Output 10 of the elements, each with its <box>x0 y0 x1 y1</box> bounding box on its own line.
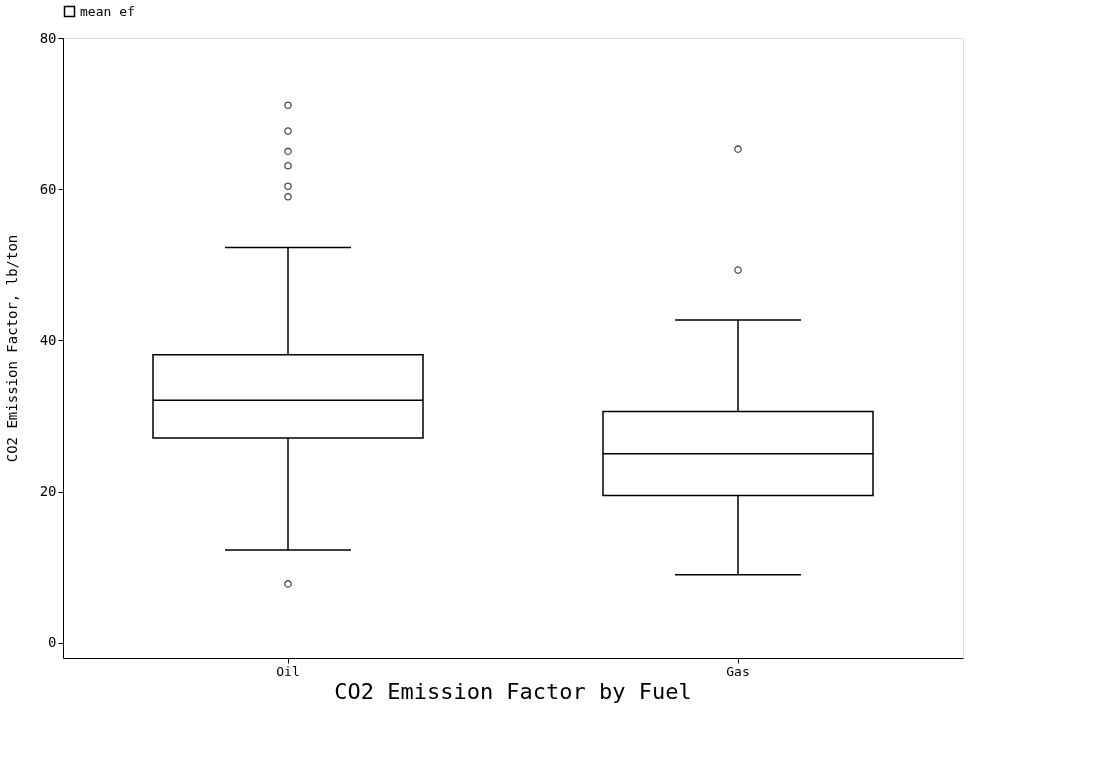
legend-label: mean ef <box>80 3 135 19</box>
x-tick-label: Oil <box>276 663 300 679</box>
y-tick-label: 20 <box>39 483 57 500</box>
y-axis-title: CO2 Emission Factor, lb/ton <box>3 234 20 463</box>
y-tick-label: 40 <box>39 331 57 348</box>
x-tick-label: Gas <box>726 663 750 679</box>
y-tick-label: 0 <box>48 634 57 651</box>
text: CO2 Emission Factor by Fuel <box>334 679 692 704</box>
y-tick-label: 80 <box>39 29 57 46</box>
y-tick-label: 60 <box>39 180 57 197</box>
